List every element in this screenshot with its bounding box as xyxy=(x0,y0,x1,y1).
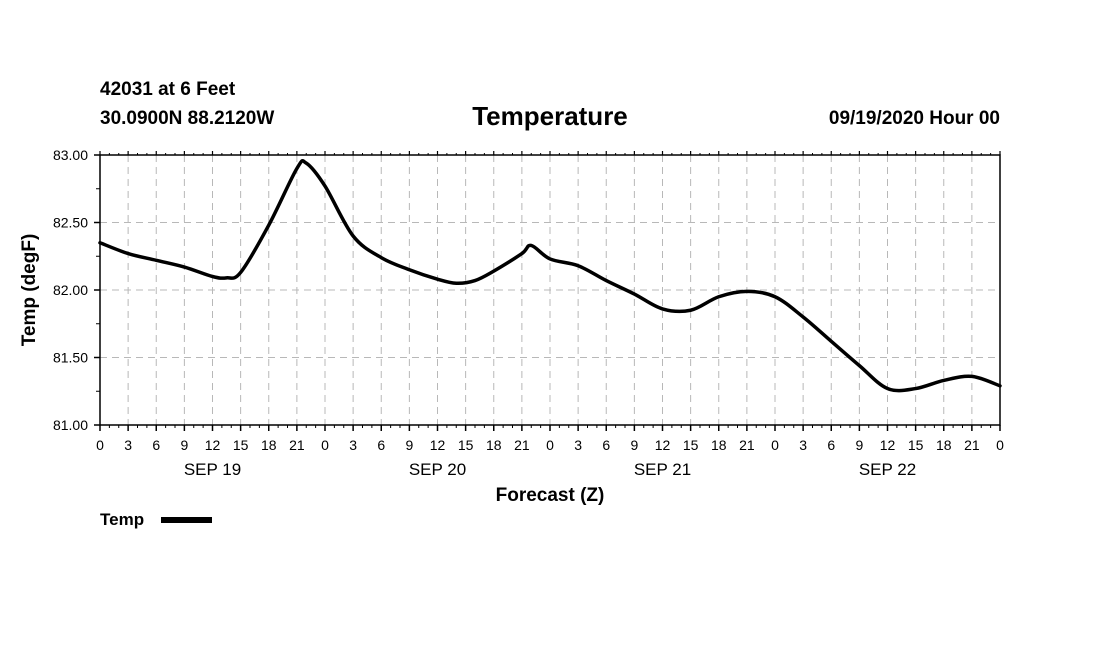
x-tick-label: 9 xyxy=(405,437,413,453)
y-tick-label: 82.00 xyxy=(53,282,88,298)
x-tick-label: 15 xyxy=(458,437,474,453)
x-tick-label: 6 xyxy=(377,437,385,453)
x-tick-label: 15 xyxy=(683,437,699,453)
location-label: 30.0900N 88.2120W xyxy=(100,108,274,129)
x-day-label: SEP 19 xyxy=(184,460,241,479)
x-tick-label: 15 xyxy=(908,437,924,453)
x-tick-label: 0 xyxy=(546,437,554,453)
legend-label-temp: Temp xyxy=(100,510,144,529)
chart-title: Temperature xyxy=(472,101,628,131)
x-tick-label: 21 xyxy=(514,437,530,453)
y-tick-label: 81.50 xyxy=(53,350,88,366)
date-label: 09/19/2020 Hour 00 xyxy=(829,108,1000,129)
grid-lines xyxy=(100,155,1000,425)
x-tick-label: 21 xyxy=(289,437,305,453)
x-tick-label: 3 xyxy=(799,437,807,453)
x-tick-label: 9 xyxy=(180,437,188,453)
x-day-label: SEP 20 xyxy=(409,460,466,479)
x-tick-label: 6 xyxy=(152,437,160,453)
x-tick-label: 3 xyxy=(124,437,132,453)
x-tick-label: 0 xyxy=(96,437,104,453)
x-tick-label: 0 xyxy=(771,437,779,453)
x-tick-label: 21 xyxy=(739,437,755,453)
x-axis: 0 3 6 9 12 15 18 21 0 3 6 9 12 15 18 21 0 3 6 9 12 15 18 21 0 3 6 9… xyxy=(96,151,1004,453)
x-tick-label: 0 xyxy=(321,437,329,453)
y-axis-title: Temp (degF) xyxy=(19,234,40,347)
x-tick-label: 0 xyxy=(996,437,1004,453)
y-tick-label: 82.50 xyxy=(53,215,88,231)
x-tick-label: 9 xyxy=(630,437,638,453)
series-line-temp xyxy=(98,159,1002,393)
x-tick-label: 15 xyxy=(233,437,249,453)
legend: Temp xyxy=(100,510,212,529)
y-axis: 83.00 82.50 82.00 81.50 81.00 xyxy=(53,147,100,433)
legend-swatch-temp xyxy=(161,517,212,523)
x-tick-label: 21 xyxy=(964,437,980,453)
x-day-label: SEP 21 xyxy=(634,460,691,479)
y-tick-label: 83.00 xyxy=(53,147,88,163)
x-axis-title: Forecast (Z) xyxy=(496,485,605,506)
x-tick-label: 12 xyxy=(880,437,896,453)
x-tick-label: 18 xyxy=(261,437,277,453)
x-tick-label: 18 xyxy=(486,437,502,453)
x-tick-label: 12 xyxy=(430,437,446,453)
x-tick-label: 6 xyxy=(827,437,835,453)
x-tick-label: 12 xyxy=(205,437,221,453)
x-day-label: SEP 22 xyxy=(859,460,916,479)
x-tick-label: 3 xyxy=(349,437,357,453)
x-tick-label: 18 xyxy=(936,437,952,453)
x-tick-label: 9 xyxy=(855,437,863,453)
y-tick-label: 81.00 xyxy=(53,417,88,433)
x-axis-day-labels: SEP 19 SEP 20 SEP 21 SEP 22 xyxy=(184,460,916,479)
x-tick-label: 18 xyxy=(711,437,727,453)
x-tick-label: 3 xyxy=(574,437,582,453)
x-tick-label: 6 xyxy=(602,437,610,453)
x-tick-label: 12 xyxy=(655,437,671,453)
station-label: 42031 at 6 Feet xyxy=(100,79,236,100)
